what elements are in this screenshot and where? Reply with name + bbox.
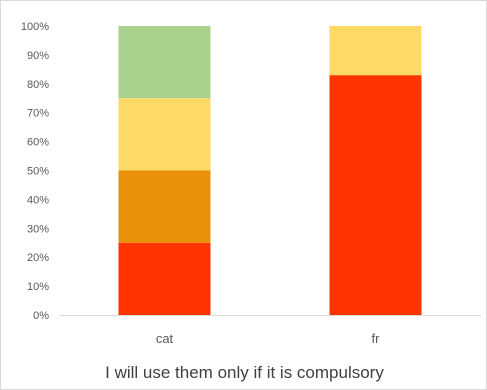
y-tick-label: 80% [27,79,49,91]
bar-segment-cat-1 [118,170,211,243]
y-tick-label: 20% [27,252,49,264]
y-tick-label: 70% [27,108,49,120]
y-tick-label: 40% [27,194,49,206]
bar-segment-fr-2 [329,26,422,76]
y-tick-label: 50% [27,166,49,178]
x-tick-label-fr: fr [372,331,381,346]
x-axis: cat fr [156,331,380,346]
y-tick-label: 100% [21,21,49,33]
y-tick-label: 10% [27,281,49,293]
y-tick-label: 0% [33,310,49,322]
x-tick-label-cat: cat [156,331,174,346]
y-tick-label: 60% [27,137,49,149]
chart-svg: 0% 10% 20% 30% 40% 50% 60% 70% 80% 90% 100% cat fr [21,21,481,346]
bar-segment-cat-2 [118,98,211,171]
y-axis: 0% 10% 20% 30% 40% 50% 60% 70% 80% 90% 100% [21,21,49,322]
y-tick-label: 30% [27,223,49,235]
bars-group [118,26,422,315]
bar-segment-fr-0 [329,75,422,315]
bar-segment-cat-0 [118,242,211,315]
y-tick-label: 90% [27,50,49,62]
chart-title: I will use them only if it is compulsory [105,363,384,382]
bar-segment-cat-3 [118,26,211,99]
